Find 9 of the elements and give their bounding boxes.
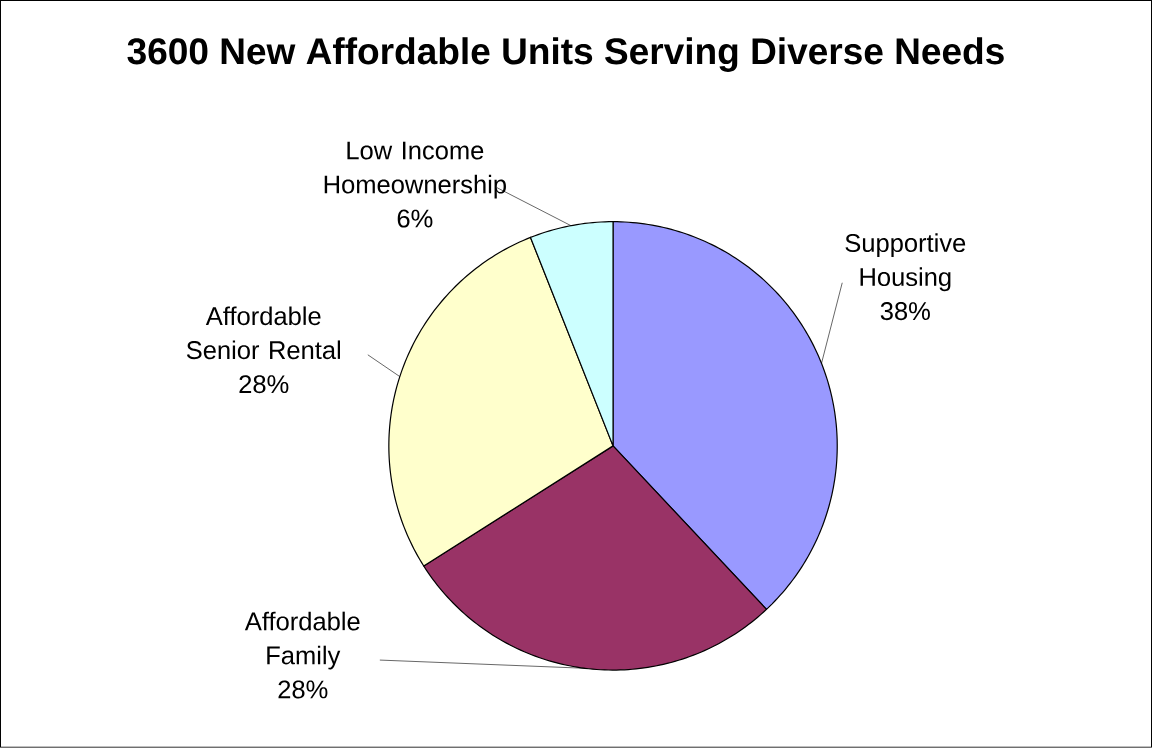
data-label: 6% [397,209,433,228]
data-label: 38% [880,302,930,321]
data-label: 28% [278,680,328,699]
slice-label: Supportive Housing [845,233,966,292]
slice-label: Low Income Homeownership [324,141,506,199]
chart-title: 3600 New Affordable Units Serving Diverse Needs [127,37,1004,73]
slice-label: Affordable Family [244,611,360,670]
data-label: 28% [239,375,289,394]
slice-label: Affordable Senior Rental [186,306,341,360]
